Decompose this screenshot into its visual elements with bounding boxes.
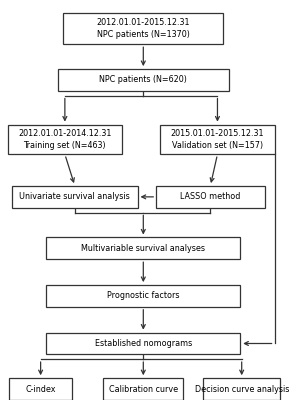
FancyBboxPatch shape <box>160 124 274 154</box>
FancyBboxPatch shape <box>46 238 240 259</box>
FancyBboxPatch shape <box>9 378 72 400</box>
Text: Decision curve analysis: Decision curve analysis <box>195 384 289 394</box>
FancyBboxPatch shape <box>63 12 223 44</box>
FancyBboxPatch shape <box>203 378 280 400</box>
Text: Multivariable survival analyses: Multivariable survival analyses <box>81 244 205 253</box>
FancyBboxPatch shape <box>58 69 229 91</box>
Text: Established nomograms: Established nomograms <box>95 339 192 348</box>
FancyBboxPatch shape <box>156 186 265 208</box>
Text: C-index: C-index <box>25 384 56 394</box>
FancyBboxPatch shape <box>8 124 122 154</box>
Text: NPC patients (N=620): NPC patients (N=620) <box>99 76 187 84</box>
FancyBboxPatch shape <box>103 378 183 400</box>
Text: 2012.01.01-2015.12.31
NPC patients (N=1370): 2012.01.01-2015.12.31 NPC patients (N=13… <box>97 18 190 39</box>
Text: Calibration curve: Calibration curve <box>109 384 178 394</box>
FancyBboxPatch shape <box>46 332 240 354</box>
Text: Univariate survival analysis: Univariate survival analysis <box>19 192 130 201</box>
Text: LASSO method: LASSO method <box>180 192 240 201</box>
Text: 2012.01.01-2014.12.31
Training set (N=463): 2012.01.01-2014.12.31 Training set (N=46… <box>18 129 111 150</box>
Text: 2015.01.01-2015.12.31
Validation set (N=157): 2015.01.01-2015.12.31 Validation set (N=… <box>171 129 264 150</box>
FancyBboxPatch shape <box>46 285 240 307</box>
Text: Prognostic factors: Prognostic factors <box>107 292 180 300</box>
FancyBboxPatch shape <box>12 186 138 208</box>
